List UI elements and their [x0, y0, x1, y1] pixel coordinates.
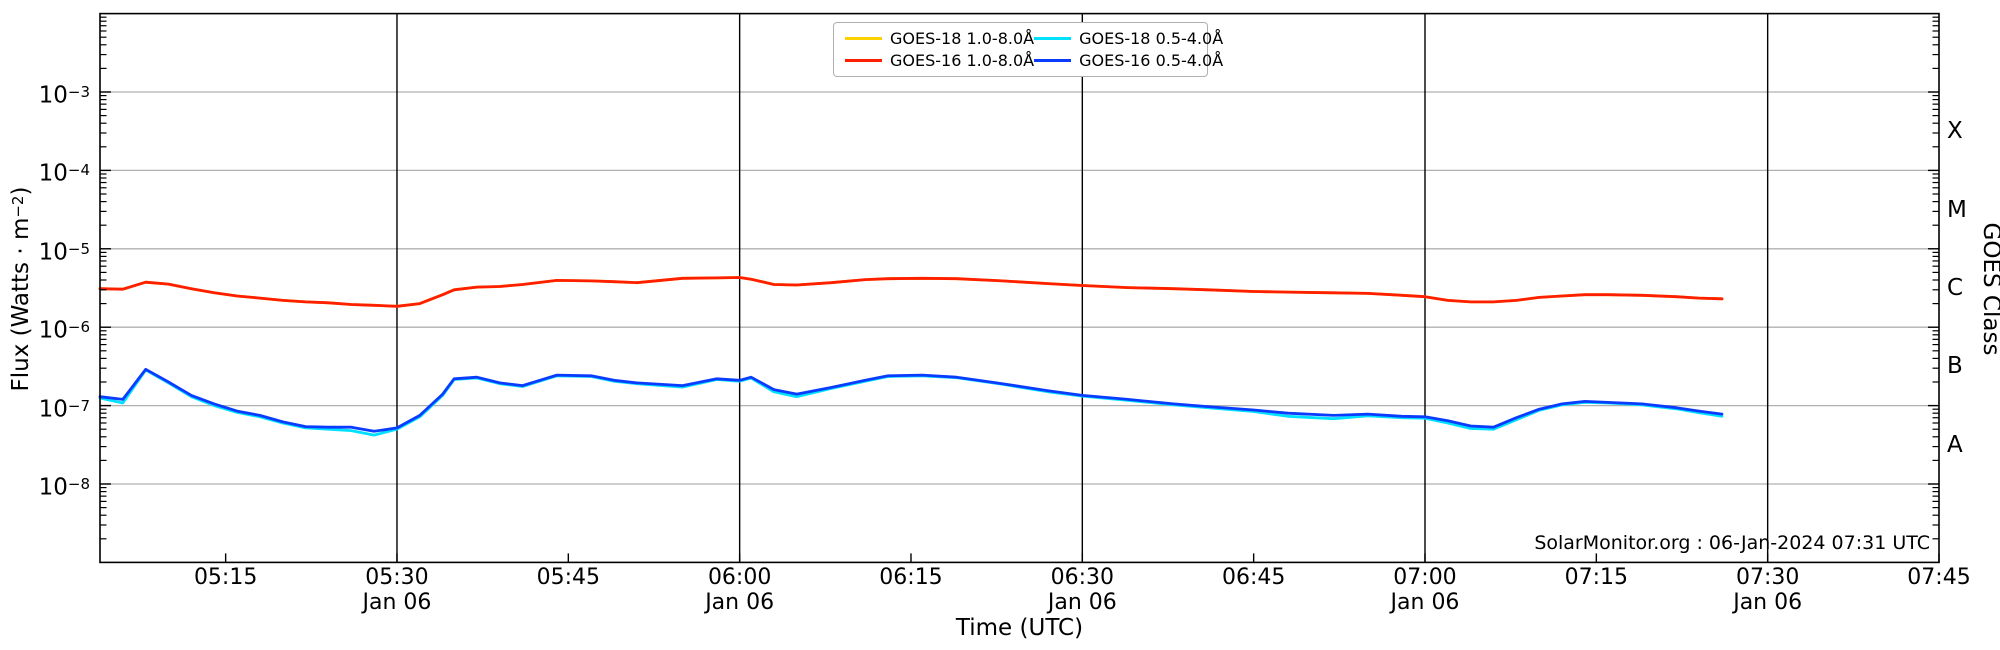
source-timestamp-annotation: SolarMonitor.org : 06-Jan-2024 07:31 UTC — [1534, 532, 1930, 554]
goes-class-label-X: X — [1947, 118, 1963, 145]
x-tick-label: 06:00 — [707, 565, 772, 590]
legend-line-swatch — [845, 36, 882, 40]
legend-item: GOES-18 1.0-8.0Å — [845, 27, 1034, 50]
x-tick-label: 07:30 — [1735, 565, 1800, 590]
x-tick-date-sublabel: Jan 06 — [705, 590, 775, 615]
y-tick-label: 10−7 — [38, 395, 90, 422]
x-tick-label: 07:15 — [1564, 565, 1629, 590]
goes-class-label-C: C — [1947, 275, 1964, 301]
x-tick-label: 06:15 — [879, 565, 943, 590]
legend-item-label: GOES-16 0.5-4.0Å — [1079, 51, 1224, 71]
legend-line-swatch — [845, 59, 882, 63]
goes-class-label-A: A — [1947, 431, 1963, 458]
goes-class-label-B: B — [1947, 353, 1963, 380]
x-tick-date-sublabel: Jan 06 — [362, 590, 432, 615]
legend-item: GOES-16 0.5-4.0Å — [1034, 50, 1223, 73]
x-tick-label: 07:45 — [1907, 565, 1971, 590]
series-line-goes16_short — [98, 367, 1724, 433]
legend-box: GOES-18 1.0-8.0Å GOES-16 1.0-8.0Å GOES-18 … — [833, 22, 1223, 77]
y-tick-label: 10−3 — [38, 82, 90, 109]
legend-line-swatch — [1034, 59, 1072, 63]
x-tick-date-sublabel: Jan 06 — [1733, 590, 1803, 615]
ylabel-exponent: −2 — [8, 195, 27, 218]
x-tick-date-sublabel: Jan 06 — [1390, 590, 1460, 615]
y-tick-label: 10−5 — [38, 239, 90, 266]
legend-line-swatch — [1034, 36, 1072, 40]
x-tick-label: 06:45 — [1221, 565, 1286, 590]
x-tick-label: 06:30 — [1050, 565, 1115, 590]
x-tick-label: 05:45 — [536, 565, 601, 590]
y-tick-label: 10−8 — [38, 474, 90, 501]
x-tick-label: 05:15 — [193, 565, 258, 590]
series-line-goes18_short — [98, 368, 1724, 437]
legend-item-label: GOES-16 1.0-8.0Å — [890, 51, 1035, 71]
axes-frame — [99, 12, 1940, 564]
x-axis-label: Time (UTC) — [955, 615, 1084, 641]
legend-item-label: GOES-18 0.5-4.0Å — [1079, 28, 1224, 48]
legend-item: GOES-18 0.5-4.0Å — [1034, 27, 1223, 50]
x-tick-label: 07:00 — [1393, 565, 1457, 590]
legend-item: GOES-16 1.0-8.0Å — [845, 50, 1034, 73]
y-tick-label: 10−4 — [38, 160, 90, 187]
legend-item-label: GOES-18 1.0-8.0Å — [890, 28, 1035, 48]
y-tick-label: 10−6 — [38, 317, 90, 344]
goes-class-label-M: M — [1947, 196, 1967, 223]
series-line-goes16_long — [98, 276, 1724, 308]
x-tick-date-sublabel: Jan 06 — [1047, 590, 1117, 615]
x-tick-label: 05:30 — [365, 565, 429, 590]
